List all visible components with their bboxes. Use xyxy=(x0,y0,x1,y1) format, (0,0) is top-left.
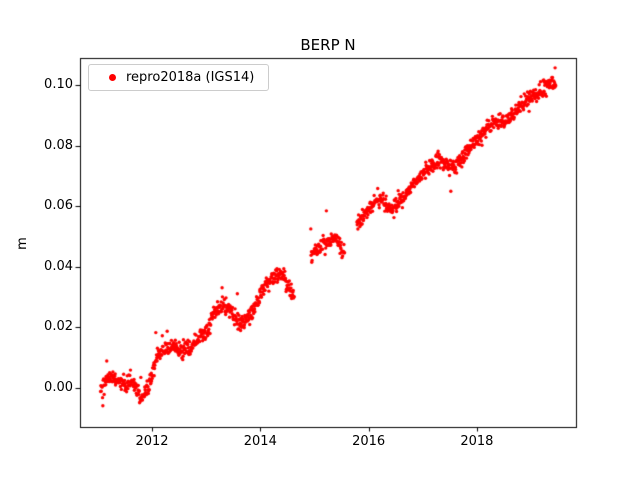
x-tick-label: 2016 xyxy=(352,434,386,449)
y-axis-label: m xyxy=(14,237,30,250)
x-tick-label: 2014 xyxy=(243,434,277,449)
y-tick-label: 0.08 xyxy=(44,137,73,153)
y-tick-label: 0.10 xyxy=(44,77,73,93)
y-tick-label: 0.06 xyxy=(44,198,73,214)
legend: repro2018a (IGS14) xyxy=(88,64,270,91)
y-tick-label: 0.00 xyxy=(44,379,73,395)
chart-title: BERP N xyxy=(300,36,356,54)
legend-label: repro2018a (IGS14) xyxy=(126,70,255,85)
y-tick-label: 0.04 xyxy=(44,258,73,274)
legend-marker-dot-icon xyxy=(109,74,116,81)
x-tick-label: 2018 xyxy=(460,434,494,449)
y-tick-label: 0.02 xyxy=(44,319,73,335)
x-tick-label: 2012 xyxy=(135,434,169,449)
